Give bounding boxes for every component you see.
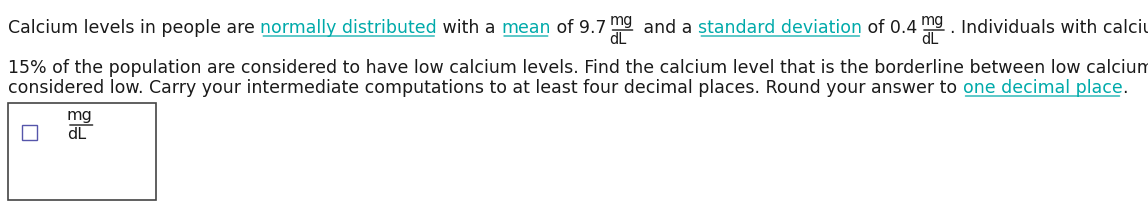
Text: of 9.7: of 9.7	[551, 19, 610, 37]
Text: mg: mg	[921, 13, 945, 28]
Text: mg: mg	[610, 13, 634, 28]
Text: dL: dL	[67, 127, 86, 142]
Text: normally distributed: normally distributed	[261, 19, 437, 37]
Text: with a: with a	[437, 19, 502, 37]
Text: . Individuals with calcium levels in the bottom: . Individuals with calcium levels in the…	[949, 19, 1148, 37]
Text: dL: dL	[610, 32, 627, 47]
Text: Calcium levels in people are: Calcium levels in people are	[8, 19, 261, 37]
Text: considered low. Carry your intermediate computations to at least four decimal pl: considered low. Carry your intermediate …	[8, 79, 963, 97]
Text: standard deviation: standard deviation	[698, 19, 862, 37]
Text: mean: mean	[502, 19, 551, 37]
Bar	[22, 125, 37, 140]
Text: and a: and a	[638, 19, 698, 37]
Text: one decimal place: one decimal place	[963, 79, 1123, 97]
Text: 15% of the population are considered to have low calcium levels. Find the calciu: 15% of the population are considered to …	[8, 59, 1148, 77]
Text: of 0.4: of 0.4	[862, 19, 921, 37]
Bar	[8, 103, 156, 200]
Text: dL: dL	[921, 32, 938, 47]
Text: mg: mg	[67, 108, 93, 123]
Text: .: .	[1123, 79, 1127, 97]
